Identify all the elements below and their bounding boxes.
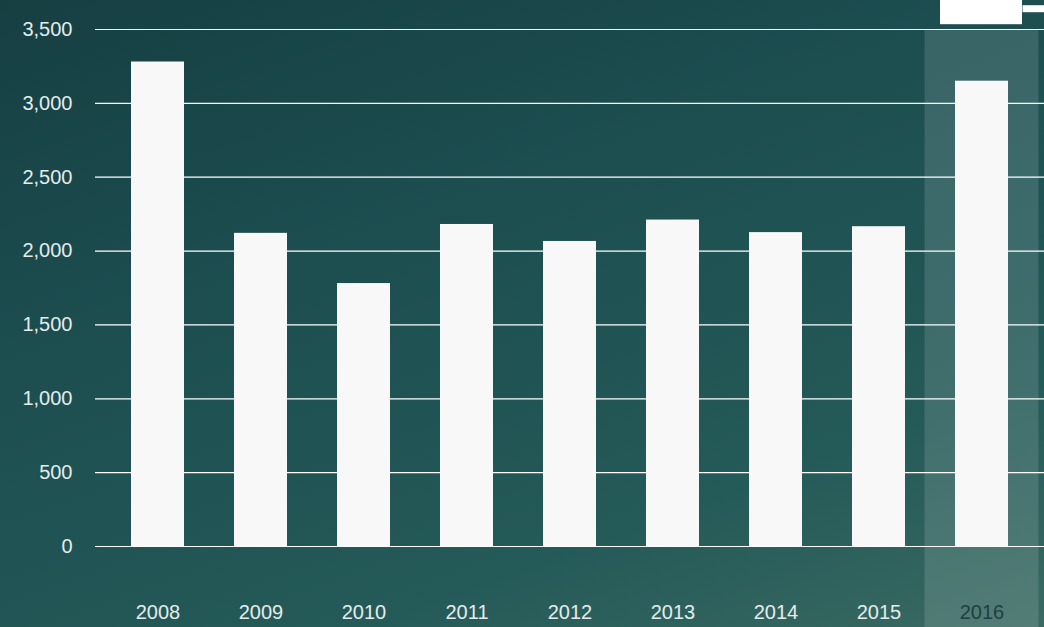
svg-text:1,000: 1,000 bbox=[22, 387, 72, 409]
svg-text:2014: 2014 bbox=[754, 601, 799, 623]
svg-text:2016: 2016 bbox=[960, 601, 1005, 623]
svg-text:2008: 2008 bbox=[136, 601, 181, 623]
svg-text:2,500: 2,500 bbox=[22, 166, 72, 188]
svg-text:1,500: 1,500 bbox=[22, 313, 72, 335]
svg-text:500: 500 bbox=[39, 461, 72, 483]
svg-text:2011: 2011 bbox=[445, 601, 488, 623]
svg-text:3,500: 3,500 bbox=[22, 18, 72, 40]
svg-text:2009: 2009 bbox=[239, 601, 284, 623]
svg-text:0: 0 bbox=[61, 535, 72, 557]
svg-text:2012: 2012 bbox=[548, 601, 593, 623]
svg-text:3,000: 3,000 bbox=[22, 92, 72, 114]
svg-text:2010: 2010 bbox=[342, 601, 387, 623]
svg-text:2013: 2013 bbox=[651, 601, 696, 623]
svg-text:2,000: 2,000 bbox=[22, 239, 72, 261]
svg-text:2015: 2015 bbox=[857, 601, 902, 623]
